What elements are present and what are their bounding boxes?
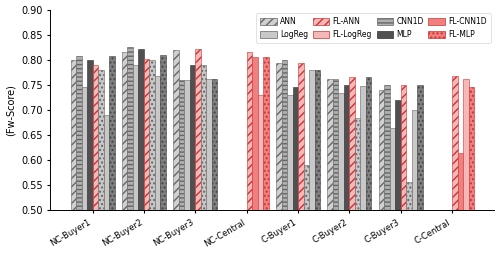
Bar (92, 65, 98, 210)
Bar (190, 65, 196, 210)
Y-axis label: (Fw-Score): (Fw-Score) (6, 84, 16, 136)
Bar (282, 60, 287, 210)
Bar (344, 85, 350, 210)
Bar (276, 63, 281, 210)
Bar (263, 57, 268, 210)
Bar (298, 63, 304, 210)
Bar (201, 65, 206, 210)
Bar (390, 128, 396, 210)
Bar (309, 70, 314, 210)
Bar (314, 70, 320, 210)
Bar (406, 182, 412, 210)
Bar (246, 52, 252, 210)
Bar (104, 115, 109, 210)
Bar (98, 70, 103, 210)
Bar (350, 77, 355, 210)
Bar (179, 80, 184, 210)
Bar (252, 57, 258, 210)
Legend: ANN, LogReg, FL-ANN, FL-LogReg, CNN1D, MLP, FL-CNN1D, FL-MLP: ANN, LogReg, FL-ANN, FL-LogReg, CNN1D, M… (256, 13, 490, 43)
Bar (184, 80, 190, 210)
Bar (70, 60, 76, 210)
Bar (76, 56, 82, 210)
Bar (87, 60, 92, 210)
Bar (138, 49, 144, 210)
Bar (338, 93, 344, 210)
Bar (144, 59, 150, 210)
Bar (258, 95, 263, 210)
Bar (412, 110, 418, 210)
Bar (150, 60, 155, 210)
Bar (463, 79, 469, 210)
Bar (469, 87, 474, 210)
Bar (396, 100, 401, 210)
Bar (292, 87, 298, 210)
Bar (287, 95, 292, 210)
Bar (196, 49, 201, 210)
Bar (128, 47, 133, 210)
Bar (458, 153, 463, 210)
Bar (328, 79, 333, 210)
Bar (82, 87, 87, 210)
Bar (333, 79, 338, 210)
Bar (452, 76, 458, 210)
Bar (133, 65, 138, 210)
Bar (206, 79, 212, 210)
Bar (212, 79, 218, 210)
Bar (401, 85, 406, 210)
Bar (418, 85, 423, 210)
Bar (379, 90, 384, 210)
Bar (109, 56, 114, 210)
Bar (360, 86, 366, 210)
Bar (366, 77, 372, 210)
Bar (174, 50, 179, 210)
Bar (160, 55, 166, 210)
Bar (355, 118, 360, 210)
Bar (155, 76, 160, 210)
Bar (122, 52, 128, 210)
Bar (384, 85, 390, 210)
Bar (304, 165, 309, 210)
